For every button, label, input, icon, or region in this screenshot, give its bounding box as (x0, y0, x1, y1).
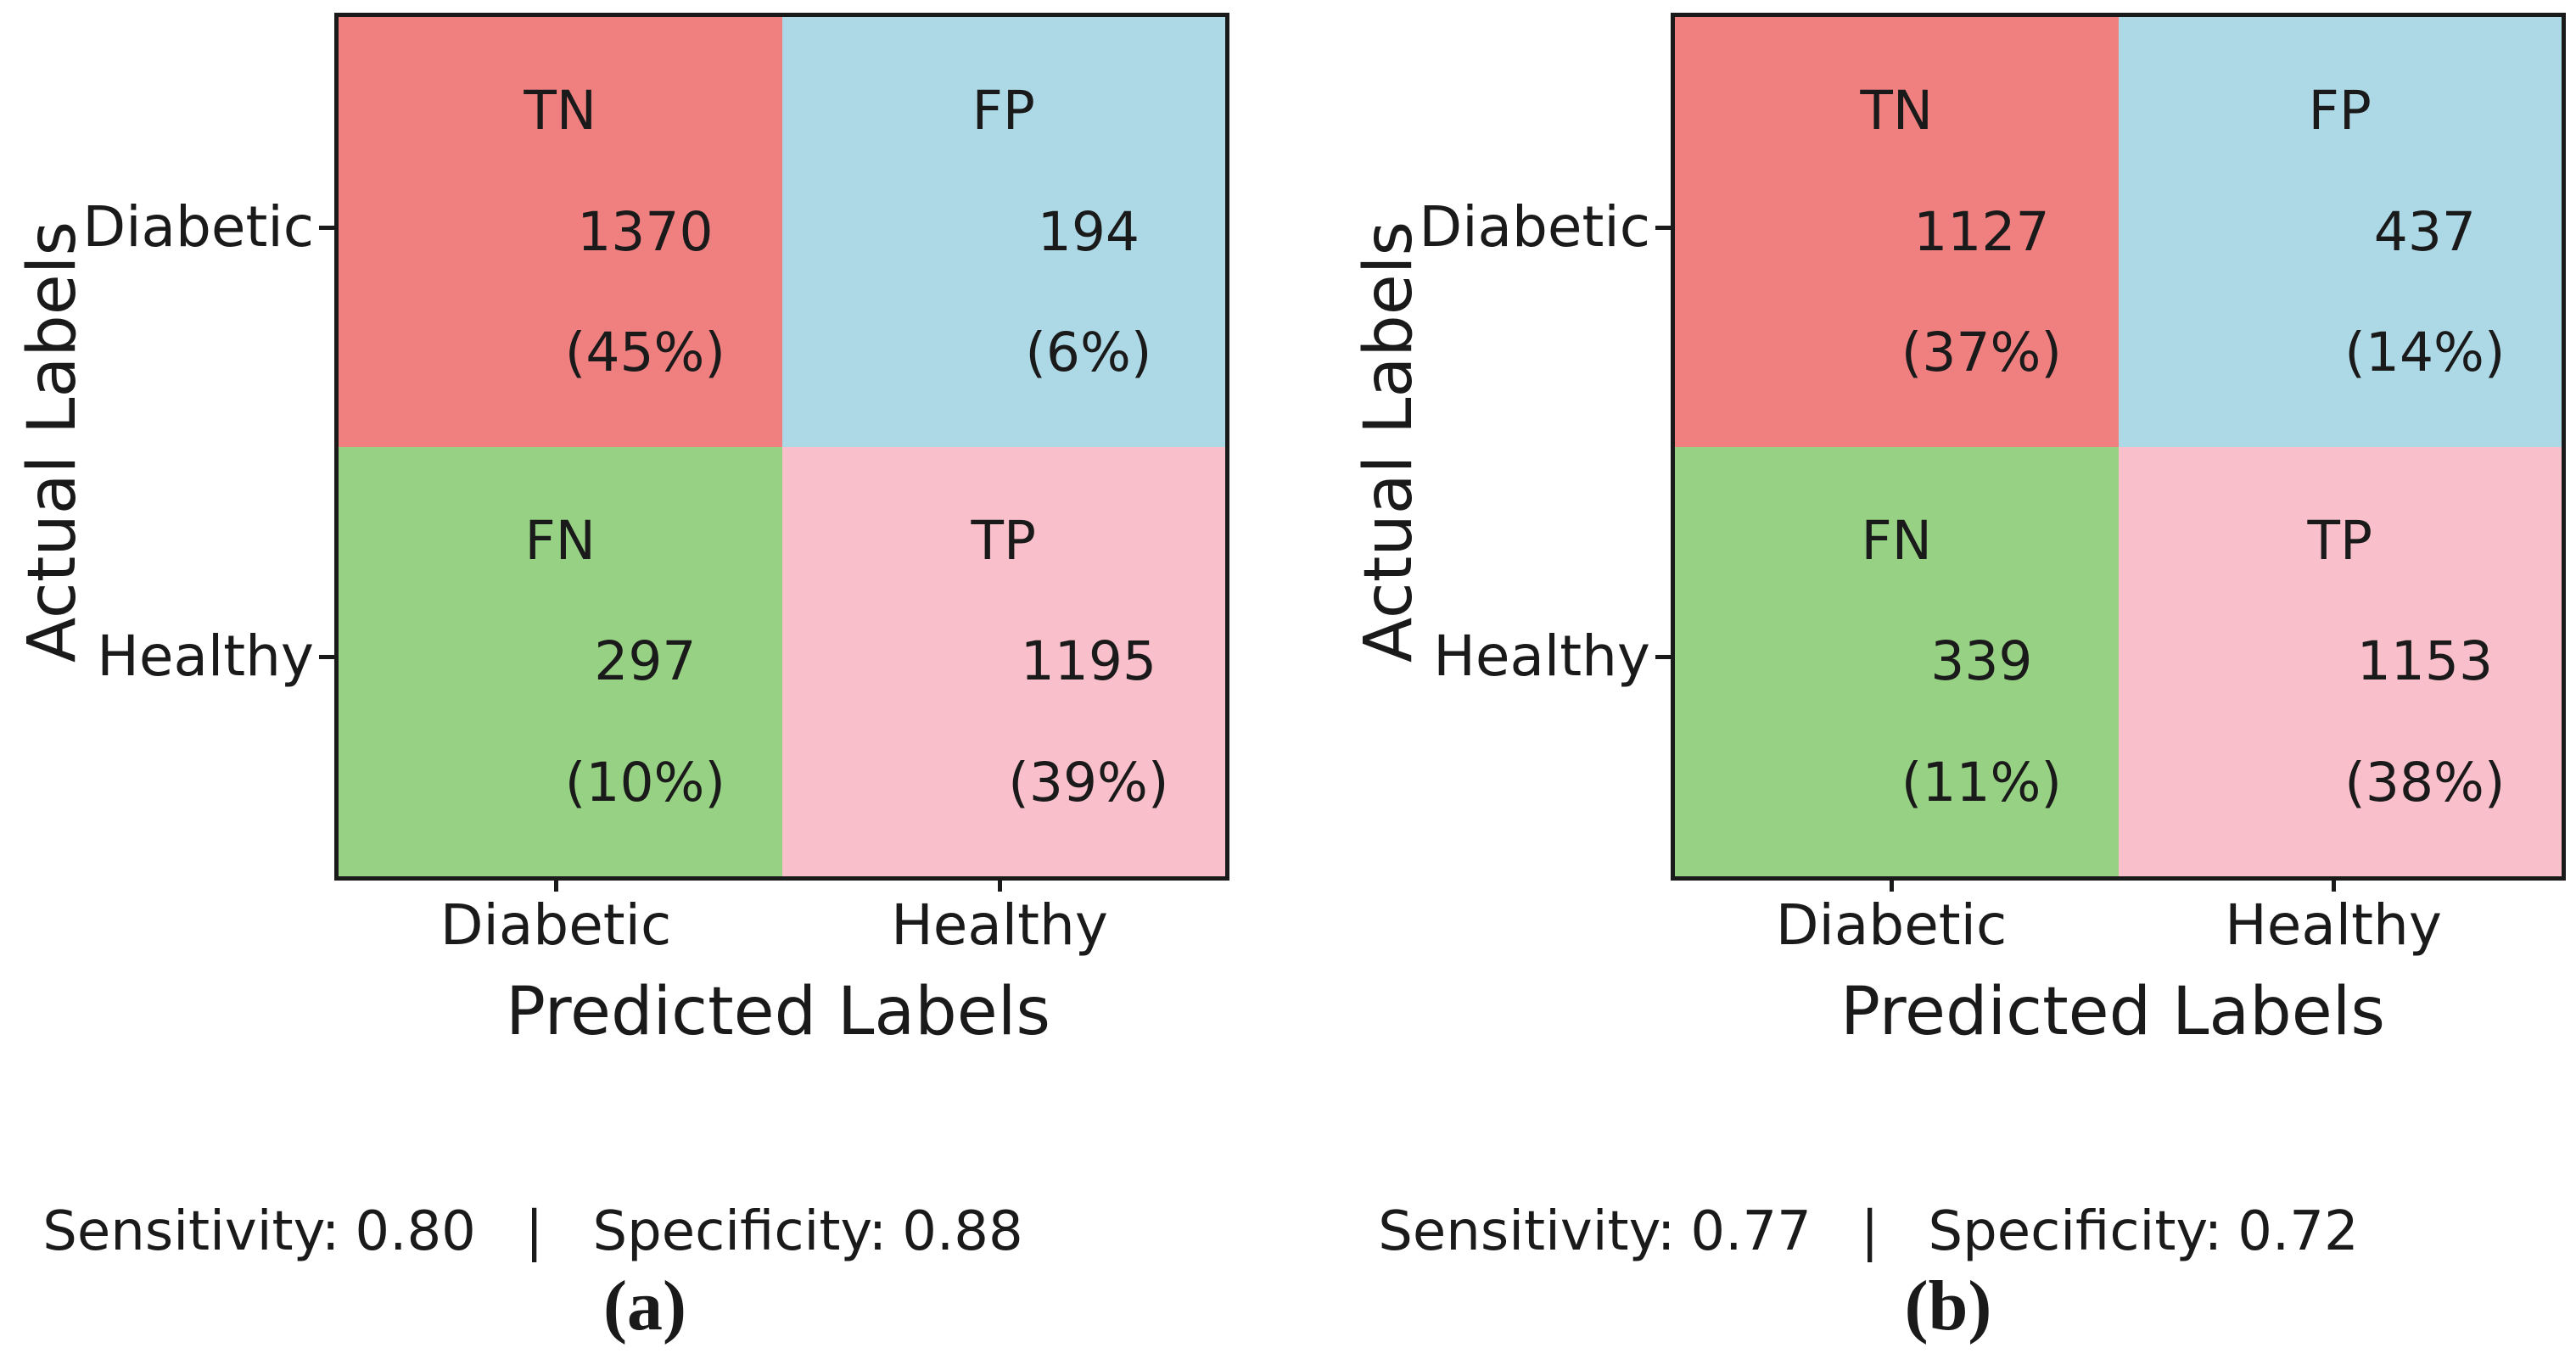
metrics-divider: | (1860, 1200, 1879, 1263)
metrics-line: Sensitivity: 0.77 | Specificity: 0.72 (1378, 1203, 2358, 1261)
cell-tp: TP 1195 (39%) (781, 446, 1225, 876)
cell-count: 297 (594, 630, 697, 693)
x-tick-label-healthy: Healthy (2225, 892, 2442, 958)
cell-percent: (10%) (564, 751, 725, 814)
confusion-matrix-a: TN 1370 (45%) FP 194 (6%) FN 297 (10%) T… (334, 13, 1229, 881)
metrics-line: Sensitivity: 0.80 | Specificity: 0.88 (42, 1203, 1022, 1261)
cell-count: 1153 (2356, 630, 2494, 693)
x-tick-label-diabetic: Diabetic (1775, 892, 2008, 958)
x-tick-mark (554, 876, 558, 892)
x-tick-label-diabetic: Diabetic (440, 892, 672, 958)
x-tick-mark (998, 876, 1002, 892)
y-tick-label-healthy: Healthy (97, 624, 314, 689)
cell-abbr: TP (2307, 509, 2372, 572)
metrics-divider: | (524, 1200, 544, 1263)
sensitivity-label: Sensitivity: (42, 1200, 340, 1263)
cell-tn-text: TN 1127 (37%) (1732, 81, 2062, 383)
cell-abbr: TN (1860, 80, 1934, 143)
y-tick-mark (1655, 655, 1671, 659)
cell-tn: TN 1370 (45%) (339, 17, 782, 447)
cell-count: 194 (1037, 200, 1140, 263)
cell-fn: FN 339 (11%) (1675, 446, 2119, 876)
panel-b: Actual Labels Diabetic Healthy TN 1127 (… (1288, 0, 2576, 1359)
cell-count: 437 (2373, 200, 2476, 263)
sensitivity-value: 0.77 (1690, 1200, 1812, 1263)
x-axis-label: Predicted Labels (505, 974, 1051, 1050)
panel-a: Actual Labels Diabetic Healthy TN 1370 (… (14, 13, 1229, 1345)
sensitivity-value: 0.80 (355, 1200, 476, 1263)
cell-tp-text: TP 1195 (39%) (838, 509, 1169, 814)
x-tick-mark (2332, 876, 2336, 892)
cell-count: 339 (1930, 630, 2033, 693)
cell-fp: FP 194 (6%) (781, 17, 1225, 447)
y-tick-mark (319, 226, 334, 230)
cell-tn-text: TN 1370 (45%) (395, 81, 725, 383)
y-axis-label: Actual Labels (14, 221, 91, 663)
y-tick-label-diabetic: Diabetic (82, 194, 314, 260)
specificity-label: Specificity: (592, 1200, 888, 1263)
y-tick-mark (1655, 226, 1671, 230)
cell-percent: (37%) (1901, 322, 2062, 384)
cell-fn: FN 297 (10%) (339, 446, 782, 876)
specificity-label: Specificity: (1928, 1200, 2223, 1263)
cell-count: 1195 (1020, 630, 1157, 693)
cell-fp-text: FP 194 (6%) (855, 80, 1152, 384)
y-tick-label-healthy: Healthy (1433, 624, 1650, 689)
cell-tp: TP 1153 (38%) (2118, 446, 2562, 876)
cell-fp-text: FP 437 (14%) (2175, 80, 2506, 384)
cell-count: 1370 (577, 200, 714, 263)
cell-tp-text: TP 1153 (38%) (2175, 509, 2506, 814)
cell-abbr: FP (972, 80, 1035, 143)
cell-percent: (38%) (2344, 751, 2506, 814)
confusion-matrix-b: TN 1127 (37%) FP 437 (14%) FN 339 (11%) … (1671, 13, 2566, 881)
y-tick-mark (319, 655, 334, 659)
cell-abbr: FP (2308, 80, 2372, 143)
y-axis-label: Actual Labels (1351, 221, 1427, 663)
cell-percent: (45%) (564, 322, 725, 384)
cell-fp: FP 437 (14%) (2118, 17, 2562, 447)
cell-abbr: TP (971, 509, 1036, 572)
cell-percent: (14%) (2344, 322, 2506, 384)
cell-percent: (6%) (1025, 322, 1152, 384)
cell-abbr: FN (1861, 509, 1932, 572)
cell-count: 1127 (1913, 200, 2050, 263)
cell-abbr: TN (524, 80, 597, 143)
cell-percent: (39%) (1008, 751, 1169, 814)
cell-abbr: FN (524, 509, 596, 572)
x-tick-mark (1890, 876, 1894, 892)
specificity-value: 0.88 (902, 1200, 1023, 1263)
cell-percent: (11%) (1901, 751, 2062, 814)
panel-caption-a: (a) (603, 1267, 686, 1345)
specificity-value: 0.72 (2237, 1200, 2359, 1263)
panel-caption-b: (b) (1904, 1267, 1992, 1345)
y-tick-label-diabetic: Diabetic (1419, 194, 1650, 260)
cell-fn-text: FN 339 (11%) (1732, 511, 2062, 813)
cell-fn-text: FN 297 (10%) (395, 511, 725, 813)
x-tick-label-healthy: Healthy (891, 892, 1108, 958)
sensitivity-label: Sensitivity: (1378, 1200, 1676, 1263)
x-axis-label: Predicted Labels (1840, 974, 2386, 1050)
cell-tn: TN 1127 (37%) (1675, 17, 2119, 447)
